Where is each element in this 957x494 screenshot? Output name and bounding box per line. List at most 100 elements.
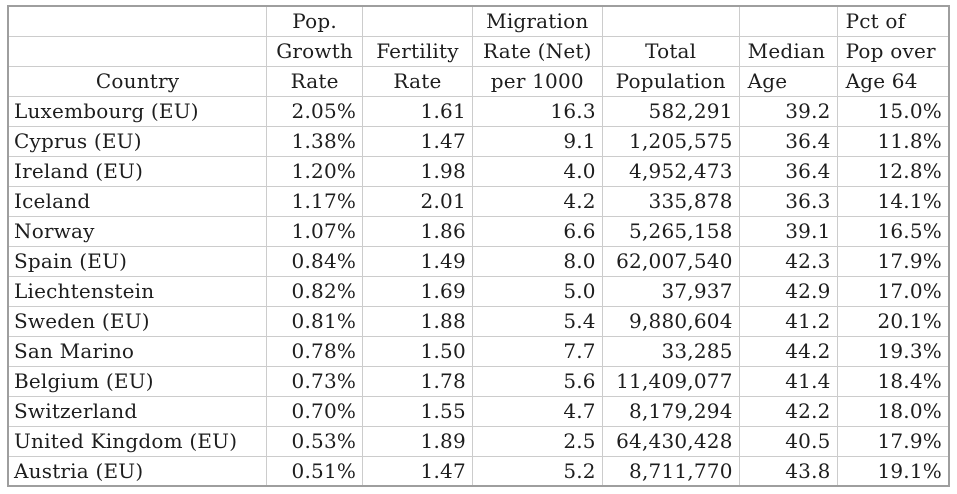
header-cell-total-population: Population: [601, 65, 740, 97]
cell-pop-growth-rate: 1.17%: [266, 185, 364, 217]
cell-pct-pop-over-64: 11.8%: [836, 125, 950, 157]
cell-median-age: 39.2: [738, 95, 838, 127]
cell-migration-rate: 16.3: [471, 95, 603, 127]
cell-pct-pop-over-64: 15.0%: [836, 95, 950, 127]
cell-migration-rate: 5.2: [471, 455, 603, 487]
cell-pct-pop-over-64: 17.9%: [836, 245, 950, 277]
cell-fertility-rate: 1.69: [362, 275, 473, 307]
header-cell-median-age: Age: [738, 65, 838, 97]
cell-migration-rate: 5.0: [471, 275, 603, 307]
cell-pct-pop-over-64: 16.5%: [836, 215, 950, 247]
cell-fertility-rate: 1.98: [362, 155, 473, 187]
header-cell-pct-pop-over-64: Pct of: [836, 5, 950, 37]
cell-fertility-rate: 1.50: [362, 335, 473, 367]
cell-migration-rate: 8.0: [471, 245, 603, 277]
table-header: Pop. Migration Pct of Growth Fertility Rate (…: [7, 5, 950, 97]
cell-pop-growth-rate: 1.07%: [266, 215, 364, 247]
cell-fertility-rate: 2.01: [362, 185, 473, 217]
cell-pct-pop-over-64: 18.4%: [836, 365, 950, 397]
cell-fertility-rate: 1.55: [362, 395, 473, 427]
table-row: Iceland 1.17% 2.01 4.2 335,878 36.3 14.1%: [7, 185, 950, 217]
cell-migration-rate: 4.0: [471, 155, 603, 187]
table-row: San Marino 0.78% 1.50 7.7 33,285 44.2 19.3%: [7, 335, 950, 367]
cell-median-age: 40.5: [738, 425, 838, 457]
cell-country: Norway: [7, 215, 268, 247]
cell-median-age: 41.2: [738, 305, 838, 337]
cell-pct-pop-over-64: 17.0%: [836, 275, 950, 307]
cell-pct-pop-over-64: 18.0%: [836, 395, 950, 427]
table-row: Belgium (EU) 0.73% 1.78 5.6 11,409,077 41.4 18…: [7, 365, 950, 397]
cell-fertility-rate: 1.47: [362, 125, 473, 157]
header-cell-fertility-rate: [362, 5, 473, 37]
table-row: Switzerland 0.70% 1.55 4.7 8,179,294 42.2 18.0…: [7, 395, 950, 427]
cell-median-age: 39.1: [738, 215, 838, 247]
cell-total-population: 8,179,294: [601, 395, 740, 427]
cell-median-age: 36.3: [738, 185, 838, 217]
cell-total-population: 4,952,473: [601, 155, 740, 187]
cell-median-age: 42.3: [738, 245, 838, 277]
cell-median-age: 42.2: [738, 395, 838, 427]
cell-total-population: 11,409,077: [601, 365, 740, 397]
table-body: Luxembourg (EU) 2.05% 1.61 16.3 582,291 39.2 1…: [7, 95, 950, 487]
cell-fertility-rate: 1.89: [362, 425, 473, 457]
cell-pct-pop-over-64: 19.1%: [836, 455, 950, 487]
header-cell-median-age: Median: [738, 35, 838, 67]
cell-pop-growth-rate: 0.70%: [266, 395, 364, 427]
cell-country: Luxembourg (EU): [7, 95, 268, 127]
cell-migration-rate: 4.2: [471, 185, 603, 217]
table-row: Liechtenstein 0.82% 1.69 5.0 37,937 42.9 17.0%: [7, 275, 950, 307]
cell-pop-growth-rate: 0.78%: [266, 335, 364, 367]
cell-migration-rate: 7.7: [471, 335, 603, 367]
table-row: Cyprus (EU) 1.38% 1.47 9.1 1,205,575 36.4 11.8…: [7, 125, 950, 157]
header-cell-migration-rate: per 1000: [471, 65, 603, 97]
cell-fertility-rate: 1.61: [362, 95, 473, 127]
cell-pop-growth-rate: 1.20%: [266, 155, 364, 187]
header-cell-pct-pop-over-64: Age 64: [836, 65, 950, 97]
cell-fertility-rate: 1.49: [362, 245, 473, 277]
cell-pct-pop-over-64: 20.1%: [836, 305, 950, 337]
cell-pop-growth-rate: 0.53%: [266, 425, 364, 457]
cell-total-population: 9,880,604: [601, 305, 740, 337]
cell-pct-pop-over-64: 19.3%: [836, 335, 950, 367]
cell-median-age: 36.4: [738, 155, 838, 187]
header-cell-migration-rate: Rate (Net): [471, 35, 603, 67]
cell-country: Sweden (EU): [7, 305, 268, 337]
cell-median-age: 36.4: [738, 125, 838, 157]
cell-pop-growth-rate: 1.38%: [266, 125, 364, 157]
cell-pop-growth-rate: 0.73%: [266, 365, 364, 397]
cell-total-population: 1,205,575: [601, 125, 740, 157]
cell-total-population: 62,007,540: [601, 245, 740, 277]
cell-country: Cyprus (EU): [7, 125, 268, 157]
table-row: United Kingdom (EU) 0.53% 1.89 2.5 64,430,42…: [7, 425, 950, 457]
cell-country: Liechtenstein: [7, 275, 268, 307]
cell-pop-growth-rate: 0.51%: [266, 455, 364, 487]
cell-country: Switzerland: [7, 395, 268, 427]
cell-migration-rate: 2.5: [471, 425, 603, 457]
cell-total-population: 335,878: [601, 185, 740, 217]
header-cell-total-population: [601, 5, 740, 37]
header-cell-pop-growth-rate: Pop.: [266, 5, 364, 37]
cell-fertility-rate: 1.78: [362, 365, 473, 397]
cell-migration-rate: 6.6: [471, 215, 603, 247]
cell-migration-rate: 4.7: [471, 395, 603, 427]
header-cell-total-population: Total: [601, 35, 740, 67]
cell-migration-rate: 5.6: [471, 365, 603, 397]
header-cell-country: [7, 5, 268, 37]
header-row: Country Rate Rate per 1000 Population Age Age …: [7, 65, 950, 97]
table-row: Norway 1.07% 1.86 6.6 5,265,158 39.1 16.5%: [7, 215, 950, 247]
cell-country: Spain (EU): [7, 245, 268, 277]
cell-total-population: 64,430,428: [601, 425, 740, 457]
cell-median-age: 44.2: [738, 335, 838, 367]
header-cell-pop-growth-rate: Growth: [266, 35, 364, 67]
cell-pct-pop-over-64: 17.9%: [836, 425, 950, 457]
cell-total-population: 33,285: [601, 335, 740, 367]
table-row: Ireland (EU) 1.20% 1.98 4.0 4,952,473 36.4 12.…: [7, 155, 950, 187]
header-cell-median-age: [738, 5, 838, 37]
table-row: Spain (EU) 0.84% 1.49 8.0 62,007,540 42.3 17.9…: [7, 245, 950, 277]
cell-pop-growth-rate: 2.05%: [266, 95, 364, 127]
cell-pop-growth-rate: 0.84%: [266, 245, 364, 277]
cell-total-population: 582,291: [601, 95, 740, 127]
cell-total-population: 8,711,770: [601, 455, 740, 487]
header-cell-pop-growth-rate: Rate: [266, 65, 364, 97]
